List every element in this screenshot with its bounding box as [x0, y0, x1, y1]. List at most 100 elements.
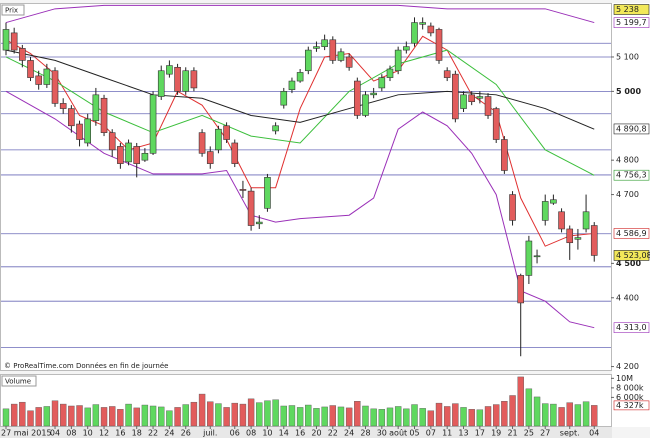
- candle-body: [590, 225, 598, 256]
- price-label-box: [613, 4, 650, 15]
- volume-bar: [558, 407, 565, 427]
- volume-bar: [215, 403, 222, 427]
- volume-tick-label: 8 000k: [616, 383, 644, 392]
- x-tick-label: sept.: [560, 429, 580, 438]
- volume-bar: [207, 401, 214, 427]
- x-tick-label: 08: [246, 429, 256, 438]
- price-label-box: [613, 322, 650, 333]
- candle-body: [550, 199, 557, 204]
- candle-body: [370, 92, 377, 96]
- candle-body: [566, 228, 574, 244]
- volume-bar: [517, 376, 524, 427]
- volume-bar: [386, 407, 394, 427]
- volume-bar: [378, 409, 386, 427]
- volume-bar: [427, 410, 435, 427]
- candle-body: [280, 91, 288, 106]
- candle-body: [255, 221, 263, 225]
- y-tick-label: 4 200: [616, 362, 639, 371]
- volume-bar: [84, 407, 91, 427]
- x-tick-label: 24: [344, 429, 354, 438]
- price-label: 5 199,7: [616, 18, 647, 27]
- volume-bar: [501, 401, 508, 427]
- y-tick-label: 5 100: [616, 52, 639, 61]
- volume-bar: [443, 406, 451, 427]
- indicator-line: [5, 49, 595, 130]
- candle-body: [354, 80, 361, 116]
- candle-body: [313, 46, 320, 49]
- volume-bar: [354, 401, 361, 427]
- volume-bar: [109, 406, 116, 427]
- x-tick-label: 18: [132, 429, 142, 438]
- volume-bar: [542, 403, 549, 427]
- volume-tick-label: 10M: [616, 374, 633, 383]
- volume-bar: [460, 407, 467, 427]
- volume-bar: [296, 407, 304, 427]
- indicator-line: [5, 4, 595, 24]
- candle-body: [10, 32, 18, 51]
- x-tick-label: 27: [540, 429, 550, 438]
- price-label: 4 523,08: [616, 251, 650, 260]
- volume-bar: [305, 404, 312, 427]
- candle-body: [190, 70, 198, 89]
- volume-bar: [582, 401, 590, 427]
- volume-bar: [100, 407, 108, 427]
- volume-bar: [239, 403, 247, 427]
- volume-bar: [223, 407, 230, 427]
- candle-body: [582, 211, 590, 230]
- volume-bar: [509, 395, 516, 427]
- candle-body: [509, 194, 516, 221]
- x-tick-label: 11: [442, 429, 452, 438]
- candle-body: [501, 139, 508, 171]
- candle-body: [329, 39, 337, 61]
- candle-body: [100, 97, 108, 133]
- candle-body: [206, 151, 214, 164]
- candle-body: [533, 255, 541, 258]
- volume-bar: [574, 404, 582, 427]
- candle-body: [174, 66, 181, 92]
- candle-body: [141, 152, 149, 161]
- volume-bar: [362, 405, 369, 427]
- candle-body: [525, 240, 533, 276]
- date-strip: [0, 427, 612, 438]
- x-tick-label: 20: [311, 429, 321, 438]
- volume-bar: [484, 406, 492, 427]
- price-label-box: [613, 17, 650, 28]
- candle-body: [541, 201, 549, 221]
- candle-body: [394, 49, 402, 72]
- x-tick-label: 25: [524, 429, 534, 438]
- volume-bar: [76, 405, 83, 427]
- volume-bar: [476, 409, 484, 427]
- volume-bar: [182, 404, 189, 427]
- candle-body: [117, 146, 124, 164]
- candle-body: [288, 80, 296, 90]
- candle-body: [460, 94, 467, 109]
- candle-body: [247, 190, 255, 226]
- y-tick-label: 4 700: [616, 190, 639, 199]
- volume-bar: [321, 406, 328, 427]
- y-tick-label: 4 800: [616, 156, 639, 165]
- x-tick-label: 13: [458, 429, 468, 438]
- price-tag: Prix: [5, 7, 18, 15]
- volume-bar: [337, 406, 345, 427]
- volume-bar: [394, 406, 402, 427]
- candle-body: [231, 142, 239, 164]
- candle-body: [304, 49, 312, 72]
- volume-bar: [288, 405, 296, 427]
- candle-body: [484, 96, 492, 116]
- volume-bar: [133, 407, 140, 427]
- x-tick-label: 10: [83, 429, 93, 438]
- candle-body: [419, 22, 426, 25]
- volume-bar: [141, 404, 149, 427]
- volume-bar: [10, 403, 18, 427]
- volume-bar: [435, 402, 443, 427]
- candle-body: [239, 189, 247, 191]
- volume-bar: [125, 403, 132, 427]
- volume-bar: [452, 403, 459, 427]
- volume-bar: [51, 400, 59, 427]
- candle-body: [574, 237, 582, 240]
- volume-bar: [198, 393, 206, 427]
- x-tick-label: 28: [360, 429, 370, 438]
- volume-bar: [591, 405, 598, 427]
- candle-body: [133, 146, 141, 164]
